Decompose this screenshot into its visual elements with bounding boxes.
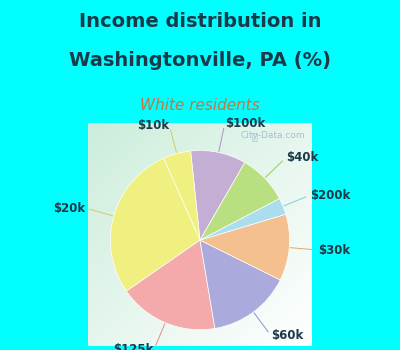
Text: $200k: $200k xyxy=(310,189,350,202)
Text: $40k: $40k xyxy=(286,152,318,164)
Text: ⓘ: ⓘ xyxy=(252,132,257,141)
Text: Income distribution in: Income distribution in xyxy=(79,12,321,31)
Text: $125k: $125k xyxy=(114,343,154,350)
Text: City-Data.com: City-Data.com xyxy=(241,132,305,140)
Wedge shape xyxy=(126,240,215,330)
Wedge shape xyxy=(200,214,290,280)
Wedge shape xyxy=(200,240,280,328)
Wedge shape xyxy=(191,150,245,240)
Wedge shape xyxy=(200,162,280,240)
Text: $10k: $10k xyxy=(137,119,169,132)
Wedge shape xyxy=(110,158,200,291)
Wedge shape xyxy=(200,198,286,240)
Text: $20k: $20k xyxy=(54,202,86,215)
Text: $100k: $100k xyxy=(225,118,265,131)
Text: White residents: White residents xyxy=(140,98,260,113)
Text: Washingtonville, PA (%): Washingtonville, PA (%) xyxy=(69,51,331,70)
Text: $30k: $30k xyxy=(318,244,350,257)
Text: $60k: $60k xyxy=(271,329,303,342)
Wedge shape xyxy=(164,151,200,240)
